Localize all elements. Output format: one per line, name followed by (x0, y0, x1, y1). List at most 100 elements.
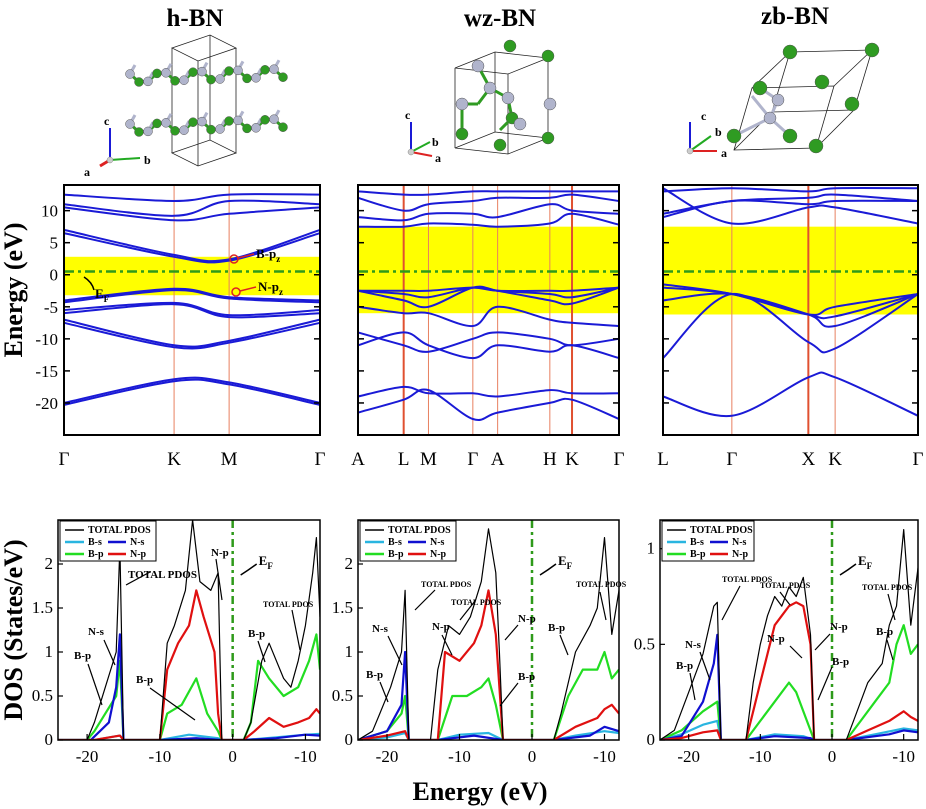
band-line (63, 321, 321, 350)
band-line (63, 287, 321, 302)
axis-label-a: a (84, 165, 90, 179)
dos-annotation: B-p (518, 671, 535, 683)
annotation-arrow (599, 591, 607, 621)
legend-label-ns: N-s (130, 537, 145, 548)
k-point-label: Γ (913, 449, 924, 470)
dos-annotation: TOTAL PDOS (722, 575, 773, 584)
dos-annotation: TOTAL PDOS (451, 598, 502, 607)
annotation-arrow (504, 624, 519, 641)
dos-annotation: B-p (136, 674, 153, 686)
band-line (63, 301, 321, 317)
y-tick-label: 2 (345, 554, 354, 573)
dos-annotation: B-p (676, 660, 693, 672)
band-frame (63, 184, 321, 436)
band-line (63, 193, 321, 203)
boron-atom (197, 116, 207, 127)
band-line (357, 388, 620, 421)
nitrogen-atom (814, 74, 830, 90)
boron-atom (251, 123, 261, 133)
annotation-arrow (414, 589, 436, 611)
band-ylabel: Energy (eV) (0, 222, 28, 357)
x-tick-label: -10 (294, 747, 317, 766)
dos-annotation: TOTAL PDOS (862, 583, 913, 592)
band-line (357, 305, 620, 328)
legend-label-ns: N-s (732, 537, 747, 548)
dos-frame (57, 519, 321, 741)
boron-atom (215, 74, 225, 84)
boron-atom (233, 115, 243, 126)
k-point-label: Γ (726, 449, 737, 470)
y-tick-label: -5 (44, 298, 58, 317)
axis-label-c: c (701, 109, 707, 123)
crystal-structure-zbbn (726, 42, 880, 154)
ann-bpz: B-pz (256, 246, 280, 264)
band-panel-hbn: 10 5 0 -5 -10 -15 -20 Γ K M Γ (35, 184, 326, 470)
annotation-arrow (689, 672, 696, 701)
nitrogen-atom (278, 122, 288, 132)
dos-curves (58, 520, 320, 740)
boron-atom (771, 93, 785, 107)
nitrogen-atom (242, 123, 252, 134)
boron-atom (179, 125, 189, 135)
ef-label: EF (259, 553, 274, 571)
legend-label-total: TOTAL PDOS (690, 525, 753, 536)
k-point-label: L (657, 449, 669, 470)
boron-atom (483, 81, 497, 95)
y-tick-label: 0.5 (332, 686, 353, 705)
y-tick-label: 0 (45, 730, 54, 749)
band-line (357, 203, 620, 222)
ef-label-sub: F (567, 561, 573, 571)
crystal-structure-hbn (125, 34, 288, 167)
boron-atom (179, 75, 189, 85)
y-tick-label: 2 (45, 554, 54, 573)
legend-label-bs: B-s (690, 537, 704, 548)
annotation-arrow (721, 585, 741, 621)
band-line (662, 187, 919, 225)
dos-series-b-p (660, 624, 918, 740)
ef-label: EF (558, 553, 573, 571)
axis-label-b: b (144, 153, 151, 167)
annotation-arrow (887, 593, 896, 621)
dos-annotation: N-s (372, 623, 389, 635)
band-frame (662, 184, 919, 436)
x-tick-label: -20 (76, 747, 99, 766)
annotation-arrow (87, 663, 103, 706)
band-line (357, 331, 620, 353)
annotation-arrow (215, 558, 223, 601)
k-point-label: L (398, 449, 410, 470)
boron-atom (763, 111, 777, 125)
ef-arrow (839, 563, 857, 576)
band-line (357, 385, 620, 398)
dos-annotation: TOTAL PDOS (760, 581, 811, 590)
annotation-arrow (441, 634, 453, 656)
boron-atom (215, 124, 225, 134)
nitrogen-atom (134, 127, 144, 137)
dos-annotation: N-p (767, 633, 785, 645)
dos-annotation: TOTAL PDOS (576, 580, 627, 589)
ef-label: EF (858, 553, 873, 571)
annotation-arrow (125, 571, 151, 586)
nitrogen-atom (206, 74, 216, 85)
nitrogen-atom (455, 127, 469, 141)
y-tick-label: -20 (35, 394, 58, 413)
nitrogen-atom (188, 117, 198, 127)
dos-series-n-p (660, 601, 918, 740)
nitrogen-atom (224, 116, 234, 126)
ef-arrow (240, 563, 258, 576)
x-tick-label: 0 (228, 747, 237, 766)
dos-series-b-p (358, 650, 619, 740)
annotation-arrow (789, 645, 803, 659)
nitrogen-atom (782, 128, 798, 144)
boron-atom (197, 66, 207, 77)
dos-annotation: N-s (685, 639, 702, 651)
x-tick-label: -10 (749, 747, 772, 766)
boron-atom (543, 97, 557, 111)
legend-label-bp: B-p (388, 549, 404, 560)
nitrogen-atom (260, 115, 270, 125)
legend-label-total: TOTAL PDOS (88, 525, 151, 536)
ef-label-main: E (558, 553, 567, 568)
boron-atom (269, 114, 279, 124)
boron-atom (161, 118, 171, 128)
